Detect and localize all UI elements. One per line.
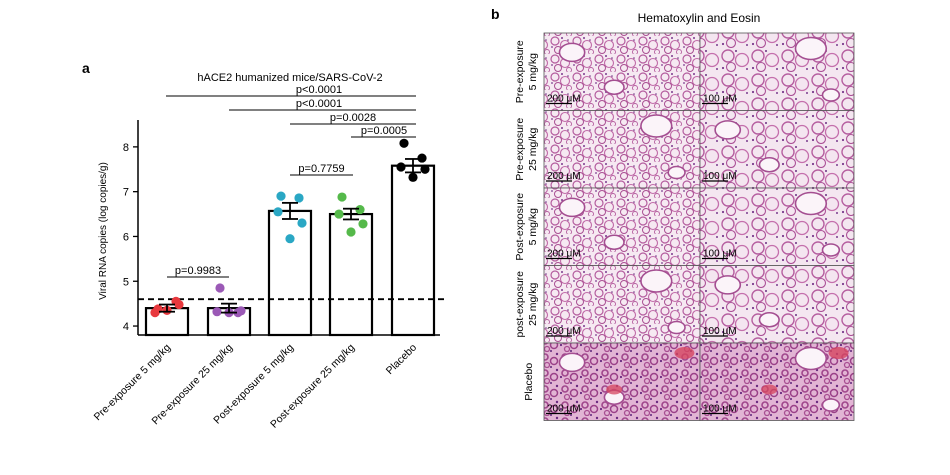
y-tick-label: 5	[123, 276, 129, 288]
row-label-line1: post-exposure	[514, 271, 526, 338]
p-value-label: p=0.0028	[330, 112, 376, 124]
histology-image: 100 μM	[699, 110, 855, 189]
data-point	[276, 191, 286, 201]
histology-image: 100 μM	[699, 32, 855, 111]
scale-bar-label: 100 μM	[703, 249, 737, 260]
data-point	[358, 219, 368, 229]
data-point	[417, 153, 427, 163]
panel-a-title: hACE2 humanized mice/SARS-CoV-2	[197, 72, 382, 84]
panel-letter-a: a	[82, 60, 90, 76]
histology-image: 100 μM	[699, 187, 855, 266]
bars	[144, 164, 436, 337]
scale-bar-label: 100 μM	[703, 404, 737, 415]
data-point	[212, 307, 222, 317]
scale-bar-label: 200 μM	[547, 171, 581, 182]
bar	[390, 164, 436, 337]
data-point	[337, 192, 347, 202]
histology-image: 200 μM	[543, 110, 701, 189]
scale-bar-label: 100 μM	[703, 326, 737, 337]
row-label: Placebo	[523, 363, 535, 401]
p-value-label: p=0.9983	[175, 265, 221, 277]
row-label-line1: Placebo	[523, 363, 535, 401]
y-ticks: 4 5 6 7 8	[123, 142, 138, 333]
row-label-line2: 5 mg/kg	[527, 208, 539, 246]
row-label-line1: Pre-exposure	[514, 40, 526, 103]
bar	[267, 209, 313, 337]
p-value-label: p<0.0001	[296, 98, 342, 110]
error-bars	[159, 158, 421, 314]
data-point	[150, 308, 160, 318]
row-label-line2: 5 mg/kg	[527, 53, 539, 91]
y-tick-label: 7	[123, 187, 129, 199]
y-tick-label: 4	[123, 321, 129, 333]
data-point	[334, 209, 344, 219]
row-label-line1: Post-exposure	[514, 193, 526, 261]
row-label-line1: Pre-exposure	[514, 118, 526, 181]
p-value-label: p=0.7759	[298, 163, 344, 175]
scale-bar-label: 200 μM	[547, 326, 581, 337]
row-label: Pre-exposure 25 mg/kg	[514, 118, 539, 181]
scale-bar-label: 200 μM	[547, 404, 581, 415]
data-point	[355, 204, 365, 215]
histology-image: 200 μM	[543, 32, 701, 111]
data-point	[215, 283, 225, 293]
y-axis-label: Viral RNA copies (log copies/g)	[98, 162, 109, 300]
data-point	[399, 138, 409, 148]
data-point	[294, 193, 304, 203]
data-point	[297, 218, 307, 228]
data-point	[236, 306, 246, 316]
data-point	[396, 162, 406, 172]
data-point	[420, 164, 430, 174]
row-label: post-exposure 25 mg/kg	[514, 271, 539, 338]
row-label: Pre-exposure 5 mg/kg	[514, 40, 539, 103]
p-value-label: p<0.0001	[296, 84, 342, 96]
panel-letter-b: b	[491, 6, 500, 22]
scale-bar-label: 200 μM	[547, 249, 581, 260]
histology-image: 100 μM	[699, 265, 855, 344]
data-point	[174, 299, 184, 310]
y-tick-label: 8	[123, 142, 129, 154]
data-point	[285, 234, 295, 244]
x-tick-label: Placebo	[384, 342, 419, 377]
panel-b-title: Hematoxylin and Eosin	[638, 11, 761, 25]
data-points	[150, 138, 430, 318]
data-point	[346, 227, 356, 237]
scale-bar-label: 100 μM	[703, 171, 737, 182]
y-tick-label: 6	[123, 231, 129, 243]
histology-image: 200 μM	[543, 342, 701, 421]
scale-bar-label: 200 μM	[547, 94, 581, 105]
histology-image: 200 μM	[543, 187, 701, 266]
p-value-label: p=0.0005	[361, 125, 407, 137]
row-label: Post-exposure 5 mg/kg	[514, 193, 539, 261]
row-label-line2: 25 mg/kg	[527, 128, 539, 171]
histology-image: 200 μM	[543, 265, 701, 344]
row-label-line2: 25 mg/kg	[527, 283, 539, 326]
histology-image: 100 μM	[699, 342, 855, 421]
scale-bar-label: 100 μM	[703, 94, 737, 105]
data-point	[408, 172, 418, 182]
data-point	[273, 207, 283, 217]
